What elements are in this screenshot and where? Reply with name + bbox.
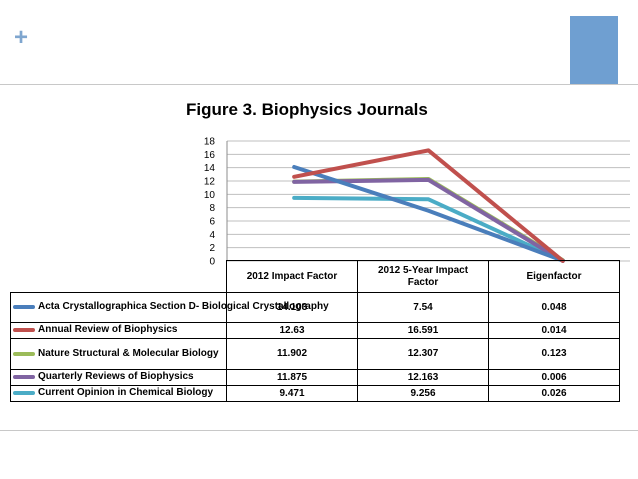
table-row: Quarterly Reviews of Biophysics 11.875 1… (10, 369, 620, 386)
legend-key (13, 375, 35, 380)
legend-entry: Annual Review of Biophysics (10, 322, 227, 339)
table-row: Annual Review of Biophysics 12.63 16.591… (10, 322, 620, 339)
legend-entry: Current Opinion in Chemical Biology (10, 385, 227, 402)
legend-label: Current Opinion in Chemical Biology (38, 387, 214, 399)
legend-key (13, 351, 35, 356)
legend-label: Nature Structural & Molecular Biology (38, 347, 219, 359)
data-label: 9.256 (357, 385, 489, 402)
legend-label: Annual Review of Biophysics (38, 324, 178, 336)
series-line (292, 164, 565, 263)
data-table: 2012 Impact Factor 2012 5-Year Impact Fa… (10, 260, 620, 402)
data-label: 12.163 (357, 369, 489, 386)
series-line (292, 177, 565, 263)
data-label: 9.471 (226, 385, 358, 402)
data-label: 0.014 (488, 322, 620, 339)
legend-key (13, 328, 35, 333)
chart-title: Figure 3. Biophysics Journals (186, 100, 428, 119)
y-axis: 0 2 4 6 8 10 12 14 16 18 (204, 137, 228, 268)
data-label: 16.591 (357, 322, 489, 339)
data-label: 0.026 (488, 385, 620, 402)
y-tick-label: 18 (204, 137, 216, 148)
plus-icon: + (14, 24, 29, 51)
data-label: 0.006 (488, 369, 620, 386)
table-col-header: 2012 5-Year Impact Factor (357, 260, 489, 293)
legend-label: Quarterly Reviews of Biophysics (38, 371, 194, 383)
bottom-divider (0, 430, 638, 431)
table-row: Nature Structural & Molecular Biology 11… (10, 338, 620, 370)
legend-entry: Acta Crystallographica Section D- Biolog… (10, 292, 329, 323)
y-tick-label: 8 (209, 203, 215, 214)
y-tick-label: 6 (209, 217, 215, 228)
data-label: 11.875 (226, 369, 358, 386)
series-lines (292, 148, 565, 263)
y-tick-label: 10 (204, 190, 216, 201)
legend-entry: Nature Structural & Molecular Biology (10, 338, 227, 370)
legend-label: Acta Crystallographica Section D- Biolog… (38, 301, 329, 313)
table-header-row: 2012 Impact Factor 2012 5-Year Impact Fa… (11, 260, 620, 293)
y-tick-label: 14 (204, 163, 216, 174)
table-col-header: Eigenfactor (488, 260, 620, 293)
data-label: 12.307 (357, 338, 489, 370)
series-line (292, 148, 565, 263)
y-tick-label: 4 (209, 230, 215, 241)
legend-entry: Quarterly Reviews of Biophysics (10, 369, 227, 386)
table-row: Acta Crystallographica Section D- Biolog… (10, 292, 620, 323)
data-label: 11.902 (226, 338, 358, 370)
data-label: 7.54 (357, 292, 489, 323)
table-col-header: 2012 Impact Factor (226, 260, 358, 293)
table-row: Current Opinion in Chemical Biology 9.47… (10, 385, 620, 402)
y-tick-label: 2 (209, 243, 215, 254)
data-label: 0.123 (488, 338, 620, 370)
legend-key (13, 391, 35, 396)
series-line (292, 195, 565, 263)
table-corner (11, 261, 227, 293)
y-tick-label: 12 (204, 177, 216, 188)
accent-block (570, 16, 618, 84)
legend-key (13, 305, 35, 310)
y-tick-label: 0 (209, 257, 215, 268)
data-label: 12.63 (226, 322, 358, 339)
y-tick-label: 16 (204, 150, 216, 161)
top-divider (0, 84, 638, 85)
data-label: 0.048 (488, 292, 620, 323)
